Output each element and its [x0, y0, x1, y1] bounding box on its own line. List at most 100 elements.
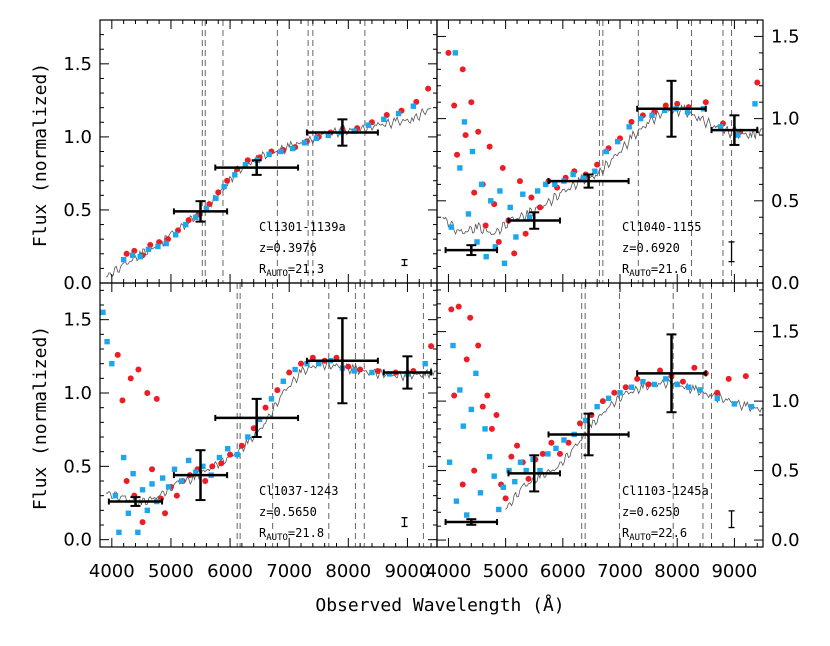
y-tick-label: 1.5 — [63, 310, 92, 331]
photometry-red-point — [147, 242, 154, 249]
broadband-point — [172, 200, 229, 223]
photometry-blue-point — [592, 168, 598, 174]
photometry-red-point — [702, 99, 709, 106]
photometry-red-point — [508, 453, 515, 460]
photometry-blue-point — [637, 115, 644, 122]
photometry-red-point — [539, 450, 546, 457]
photometry-blue-point — [446, 459, 453, 465]
photometry-blue-point — [684, 109, 691, 115]
photometry-red-point — [218, 460, 225, 467]
photometry-red-point — [173, 492, 180, 499]
photometry-blue-point — [109, 360, 115, 367]
photometry-blue-point — [492, 244, 499, 250]
photometry-red-point — [250, 425, 257, 432]
panel-plot-area — [442, 20, 763, 283]
r-auto-subscript: AUTO — [266, 533, 288, 543]
photometry-blue-point — [448, 224, 454, 230]
photometry-blue-point — [155, 243, 161, 250]
panel-r-auto: RAUTO=22.6 — [622, 526, 687, 543]
r-auto-subscript: AUTO — [629, 269, 651, 279]
photometry-blue-point — [534, 188, 541, 194]
photometry-blue-point — [104, 338, 110, 345]
photometry-blue-point — [135, 529, 141, 536]
photometry-blue-point — [290, 145, 296, 152]
photometry-red-point — [383, 111, 390, 118]
photometry-red-point — [114, 351, 121, 358]
photometry-blue-point — [501, 260, 508, 266]
photometry-blue-point — [144, 507, 150, 514]
photometry-blue-point — [603, 148, 609, 155]
broadband-point — [444, 518, 499, 526]
photometry-blue-point — [513, 234, 519, 240]
sample-error-bar — [401, 517, 408, 528]
r-auto-value: =21.3 — [288, 262, 324, 276]
photometry-blue-point — [125, 510, 132, 516]
x-tick-label: 8000 — [325, 561, 371, 582]
photometry-red-point — [309, 354, 316, 361]
photometry-blue-point — [193, 214, 199, 220]
photometry-blue-point — [145, 246, 152, 253]
photometry-red-point — [149, 466, 156, 473]
photometry-blue-point — [165, 484, 172, 490]
panel-r-auto: RAUTO=21.3 — [259, 262, 324, 279]
photometry-blue-point — [325, 132, 331, 139]
photometry-red-point — [628, 118, 635, 125]
photometry-red-point — [691, 364, 698, 371]
r-auto-prefix: R — [622, 262, 630, 276]
photometry-blue-point — [580, 175, 587, 181]
photometry-blue-point — [661, 107, 668, 114]
photometry-blue-point — [365, 122, 372, 128]
y-tick-label: 0.0 — [63, 530, 92, 551]
photometry-blue-point — [486, 453, 493, 460]
photometry-red-point — [374, 368, 381, 374]
y-tick-label: 0.5 — [63, 456, 92, 477]
photometry-red-point — [333, 354, 340, 361]
photometry-red-point — [131, 247, 138, 254]
r-auto-prefix: R — [622, 526, 630, 540]
x-tick-label: 6000 — [207, 561, 253, 582]
photometry-blue-point — [735, 132, 741, 138]
photometry-red-point — [215, 189, 222, 196]
sample-error-bar — [728, 510, 735, 529]
photometry-blue-point — [523, 467, 529, 474]
photometry-blue-point — [221, 183, 227, 190]
photometry-blue-point — [685, 384, 692, 390]
broadband-point — [636, 79, 707, 138]
photometry-blue-point — [717, 124, 724, 130]
photometry-red-point — [244, 157, 251, 164]
photometry-blue-point — [316, 360, 322, 367]
photometry-red-point — [202, 478, 209, 484]
photometry-blue-point — [159, 475, 166, 481]
photometry-blue-point — [183, 221, 189, 228]
photometry-blue-point — [477, 490, 484, 496]
photometry-blue-point — [381, 116, 387, 123]
photometry-blue-point — [626, 124, 632, 130]
photometry-red-point — [471, 467, 478, 474]
photometry-blue-point — [351, 368, 357, 374]
photometry-red-point — [413, 98, 420, 105]
y-tick-label: 1.0 — [771, 109, 800, 130]
y-tick-label: 0.5 — [771, 461, 800, 482]
photometry-red-point — [502, 495, 509, 502]
photometry-blue-point — [482, 426, 488, 432]
photometry-blue-point — [163, 240, 169, 247]
y-axis-title-top: Flux (normalized) — [30, 63, 51, 247]
photometry-blue-point — [116, 529, 122, 536]
photometry-red-point — [488, 425, 495, 432]
photometry-red-point — [468, 99, 475, 106]
photometry-blue-point — [193, 469, 199, 475]
photometry-blue-point — [422, 360, 428, 367]
photometry-red-point — [448, 306, 455, 313]
x-tick-label: 7000 — [266, 561, 312, 582]
photometry-red-point — [493, 412, 500, 418]
photometry-blue-point — [526, 214, 533, 220]
photometry-red-point — [479, 403, 486, 410]
photometry-red-point — [123, 250, 130, 257]
photometry-blue-point — [112, 492, 119, 499]
photometry-blue-point — [457, 165, 463, 171]
photometry-blue-point — [561, 437, 567, 443]
photometry-blue-point — [130, 470, 136, 477]
photometry-red-point — [262, 404, 269, 411]
photometry-blue-point — [120, 256, 127, 263]
